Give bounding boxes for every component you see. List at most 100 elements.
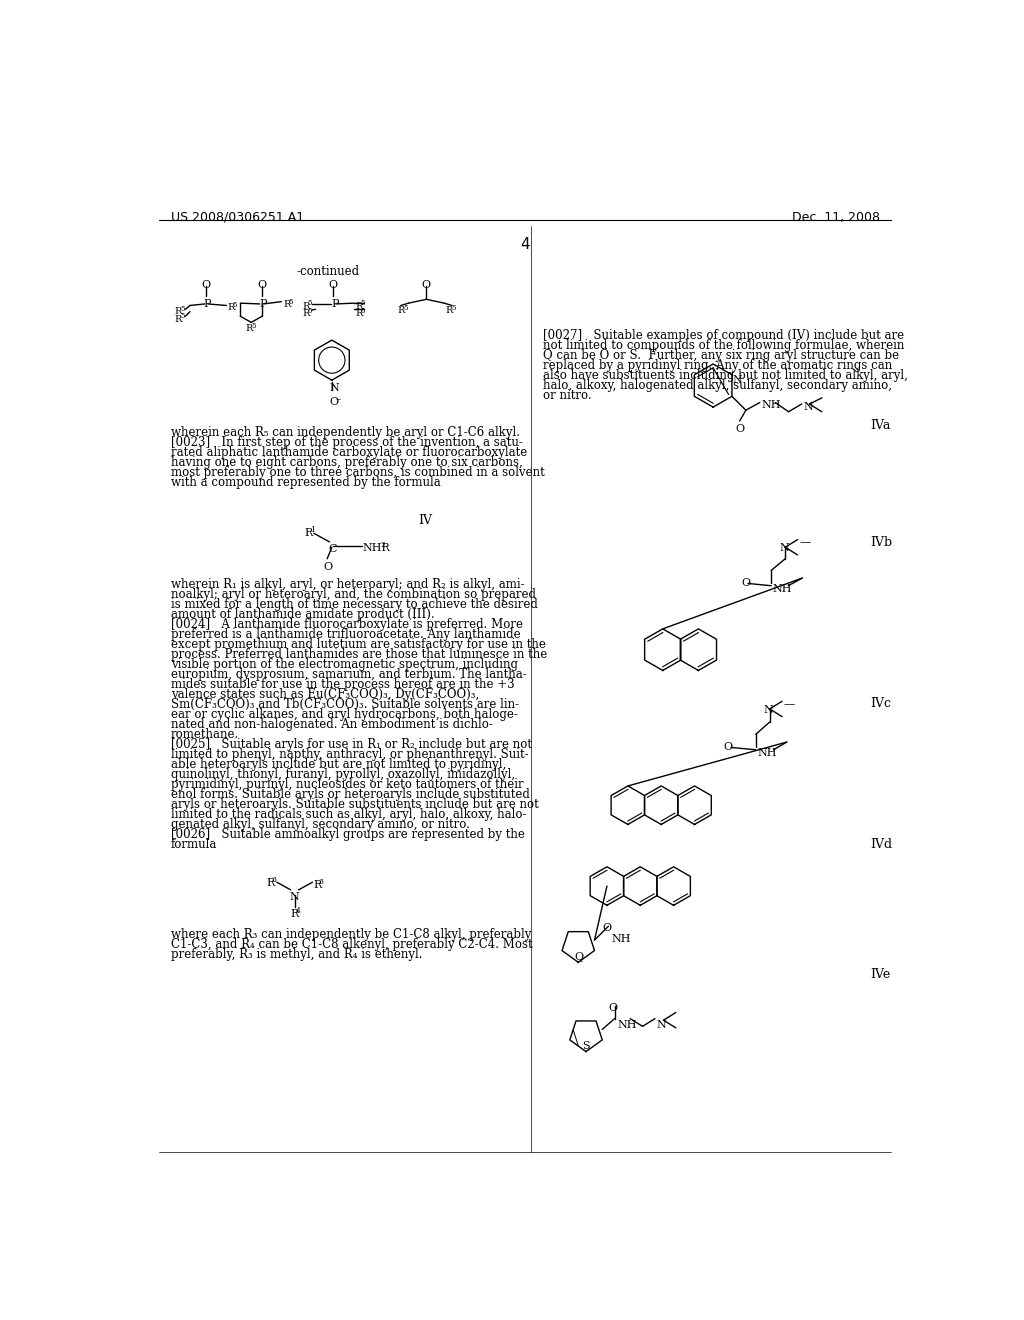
Text: R: R [174, 308, 182, 315]
Text: R: R [174, 314, 182, 323]
Text: R: R [302, 309, 309, 318]
Text: N: N [289, 892, 299, 902]
Text: O: O [741, 578, 751, 587]
Text: N: N [733, 375, 742, 384]
Text: limited to the radicals such as alkyl, aryl, halo, alkoxy, halo-: limited to the radicals such as alkyl, a… [171, 808, 526, 821]
Text: 5: 5 [308, 308, 312, 315]
Text: P: P [260, 298, 267, 309]
Text: N: N [764, 705, 773, 715]
Text: R: R [397, 306, 406, 315]
Text: 5: 5 [251, 322, 256, 330]
Text: formula: formula [171, 838, 217, 851]
Text: R: R [355, 309, 362, 318]
Text: where each R₃ can independently be C1-C8 alkyl, preferably: where each R₃ can independently be C1-C8… [171, 928, 531, 941]
Text: visible portion of the electromagnetic spectrum, including: visible portion of the electromagnetic s… [171, 659, 517, 671]
Text: ear or cyclic alkanes, and aryl hydrocarbons, both haloge-: ear or cyclic alkanes, and aryl hydrocar… [171, 708, 517, 721]
Text: P: P [203, 298, 211, 309]
Text: O: O [602, 923, 611, 933]
Text: IVa: IVa [870, 418, 891, 432]
Text: IVb: IVb [870, 536, 893, 549]
Text: Q can be O or S.  Further, any six ring aryl structure can be: Q can be O or S. Further, any six ring a… [543, 350, 899, 363]
Text: [0024]   A lanthamide fluorocarboxylate is preferred. More: [0024] A lanthamide fluorocarboxylate is… [171, 618, 522, 631]
Text: [0026]   Suitable aminoalkyl groups are represented by the: [0026] Suitable aminoalkyl groups are re… [171, 829, 524, 841]
Text: IVd: IVd [870, 838, 893, 850]
Text: aryls or heteroaryls. Suitable substituents include but are not: aryls or heteroaryls. Suitable substitue… [171, 799, 539, 812]
Text: NH: NH [773, 585, 793, 594]
Text: wherein R₁ is alkyl, aryl, or heteroaryl; and R₂ is alkyl, ami-: wherein R₁ is alkyl, aryl, or heteroaryl… [171, 578, 524, 591]
Text: O: O [723, 742, 732, 752]
Text: valence states such as Eu(CF₃COO)₃, Dy(CF₃COO)₃,: valence states such as Eu(CF₃COO)₃, Dy(C… [171, 688, 479, 701]
Text: pyrimidinyl, purinyl, nucleosides or keto tautomers of their: pyrimidinyl, purinyl, nucleosides or ket… [171, 779, 523, 791]
Text: -continued: -continued [296, 264, 359, 277]
Text: R: R [246, 323, 253, 333]
Text: IVe: IVe [870, 969, 891, 982]
Text: IV: IV [419, 515, 432, 527]
Text: enol forms. Suitable aryls or heteroaryls include substituted: enol forms. Suitable aryls or heteroaryl… [171, 788, 529, 801]
Text: mides suitable for use in the process hereof are in the +3: mides suitable for use in the process he… [171, 678, 514, 692]
Text: R: R [283, 300, 291, 309]
Text: Sm(CF₃COO)₃ and Tb(CF₃COO)₃. Suitable solvents are lin-: Sm(CF₃COO)₃ and Tb(CF₃COO)₃. Suitable so… [171, 698, 519, 711]
Text: NHR: NHR [362, 544, 390, 553]
Text: [0027]   Suitable examples of compound (IV) include but are: [0027] Suitable examples of compound (IV… [543, 330, 904, 342]
Text: romethane.: romethane. [171, 729, 239, 742]
Text: quinolinyl, thionyl, furanyl, pyrollyl, oxazollyl, imidazollyl,: quinolinyl, thionyl, furanyl, pyrollyl, … [171, 768, 515, 781]
Text: 5: 5 [360, 308, 365, 315]
Text: S: S [583, 1040, 590, 1051]
Text: Q: Q [574, 952, 584, 961]
Text: NH: NH [758, 748, 777, 758]
Text: O: O [422, 280, 431, 290]
Text: R: R [355, 302, 362, 310]
Text: N: N [656, 1020, 667, 1030]
Text: having one to eight carbons, preferably one to six carbons,: having one to eight carbons, preferably … [171, 455, 522, 469]
Text: 5: 5 [403, 304, 408, 312]
Text: also have substituents including but not limited to alkyl, aryl,: also have substituents including but not… [543, 370, 907, 383]
Text: O: O [329, 280, 338, 290]
Text: R: R [266, 878, 274, 888]
Text: not limited to compounds of the following formulae, wherein: not limited to compounds of the followin… [543, 339, 904, 352]
Text: R: R [302, 302, 309, 310]
Text: IVc: IVc [870, 697, 892, 710]
Text: [0023]   In first step of the process of the invention, a satu-: [0023] In first step of the process of t… [171, 436, 522, 449]
Text: —: — [783, 700, 795, 709]
Text: wherein each R₅ can independently be aryl or C1-C6 alkyl.: wherein each R₅ can independently be ary… [171, 425, 519, 438]
Text: 3: 3 [271, 876, 276, 884]
Text: O: O [201, 280, 210, 290]
Text: 1: 1 [310, 525, 315, 533]
Text: 5: 5 [360, 300, 365, 308]
Text: US 2008/0306251 A1: US 2008/0306251 A1 [171, 211, 304, 224]
Text: —: — [799, 537, 810, 548]
Text: O: O [608, 1003, 617, 1014]
Text: R: R [313, 880, 322, 890]
Text: 3: 3 [318, 878, 324, 886]
Text: R: R [290, 909, 298, 919]
Text: NH: NH [762, 400, 781, 411]
Text: genated alkyl, sulfanyl, secondary amino, or nitro.: genated alkyl, sulfanyl, secondary amino… [171, 818, 469, 832]
Text: N: N [803, 401, 813, 412]
Text: except promethium and lutetium are satisfactory for use in the: except promethium and lutetium are satis… [171, 638, 546, 651]
Text: C: C [328, 544, 337, 554]
Text: Dec. 11, 2008: Dec. 11, 2008 [792, 211, 880, 224]
Text: most preferably one to three carbons, is combined in a solvent: most preferably one to three carbons, is… [171, 466, 545, 479]
Text: 5: 5 [289, 298, 293, 306]
Text: O: O [324, 562, 333, 572]
Text: NH: NH [617, 1020, 637, 1030]
Text: with a compound represented by the formula: with a compound represented by the formu… [171, 475, 440, 488]
Text: europium, dysprosium, samarium, and terbium. The lantha-: europium, dysprosium, samarium, and terb… [171, 668, 526, 681]
Text: or nitro.: or nitro. [543, 389, 591, 403]
Text: amount of lanthamide amidate product (III).: amount of lanthamide amidate product (II… [171, 609, 434, 622]
Text: nated and non-halogenated. An embodiment is dichlo-: nated and non-halogenated. An embodiment… [171, 718, 493, 731]
Text: R: R [445, 306, 454, 315]
Text: R: R [305, 528, 313, 539]
Text: P: P [331, 298, 339, 309]
Text: 5: 5 [232, 301, 238, 309]
Text: 5: 5 [180, 313, 184, 321]
Text: O: O [330, 397, 339, 407]
Text: preferred is a lanthamide trifluoroacetate. Any lanthamide: preferred is a lanthamide trifluoroaceta… [171, 628, 520, 642]
Text: N: N [330, 383, 339, 393]
Text: –: – [336, 395, 341, 404]
Text: replaced by a pyridinyl ring. Any of the aromatic rings can: replaced by a pyridinyl ring. Any of the… [543, 359, 892, 372]
Text: C1-C3, and R₄ can be C1-C8 alkenyl, preferably C2-C4. Most: C1-C3, and R₄ can be C1-C8 alkenyl, pref… [171, 939, 532, 952]
Text: 4: 4 [520, 238, 529, 252]
Text: O: O [257, 280, 266, 290]
Text: NH: NH [611, 935, 631, 944]
